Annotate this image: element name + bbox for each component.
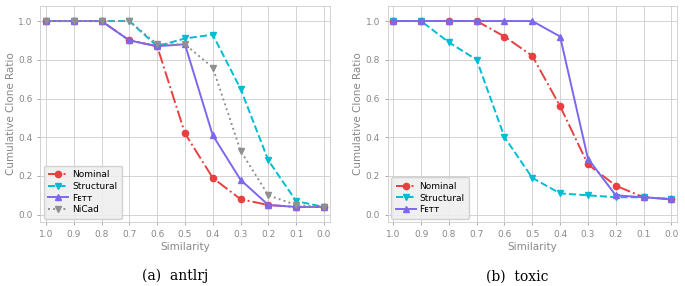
Legend: Nominal, Structural, Fᴇᴛᴛ, NiCad: Nominal, Structural, Fᴇᴛᴛ, NiCad (44, 166, 121, 219)
Structural (153, 45, 161, 48)
Nominal (445, 19, 453, 23)
Nominal (320, 205, 328, 209)
Y-axis label: Cumulative Clone Ratio: Cumulative Clone Ratio (5, 53, 16, 175)
NiCad (292, 203, 300, 207)
NiCad (264, 194, 273, 197)
Nominal (473, 19, 481, 23)
Line: Structural: Structural (42, 18, 327, 210)
Text: (a)  antlrj: (a) antlrj (142, 269, 208, 283)
Fᴇᴛᴛ (181, 43, 189, 46)
Fᴇᴛᴛ (389, 19, 397, 23)
Fᴇᴛᴛ (264, 203, 273, 207)
Line: NiCad: NiCad (42, 18, 327, 210)
Fᴇᴛᴛ (42, 19, 50, 23)
Fᴇᴛᴛ (417, 19, 425, 23)
Fᴇᴛᴛ (125, 39, 134, 42)
Legend: Nominal, Structural, Fᴇᴛᴛ: Nominal, Structural, Fᴇᴛᴛ (391, 177, 469, 219)
Fᴇᴛᴛ (292, 205, 300, 209)
Fᴇᴛᴛ (612, 194, 620, 197)
Nominal (97, 19, 105, 23)
Nominal (528, 54, 536, 57)
Fᴇᴛᴛ (445, 19, 453, 23)
Fᴇᴛᴛ (473, 19, 481, 23)
Fᴇᴛᴛ (153, 45, 161, 48)
Nominal (500, 35, 508, 38)
X-axis label: Similarity: Similarity (160, 242, 210, 252)
Structural (556, 192, 564, 195)
Structural (209, 33, 217, 36)
Structural (528, 176, 536, 180)
Line: Nominal: Nominal (42, 18, 327, 210)
Fᴇᴛᴛ (556, 35, 564, 38)
NiCad (125, 19, 134, 23)
Fᴇᴛᴛ (584, 157, 592, 160)
Nominal (42, 19, 50, 23)
Nominal (236, 197, 245, 201)
NiCad (236, 149, 245, 152)
NiCad (209, 66, 217, 69)
NiCad (70, 19, 78, 23)
Line: Structural: Structural (390, 18, 675, 202)
Structural (70, 19, 78, 23)
Nominal (639, 196, 647, 199)
NiCad (153, 43, 161, 46)
NiCad (320, 205, 328, 209)
NiCad (42, 19, 50, 23)
Structural (667, 197, 675, 201)
NiCad (97, 19, 105, 23)
Nominal (264, 203, 273, 207)
Nominal (389, 19, 397, 23)
Line: Fᴇᴛᴛ: Fᴇᴛᴛ (390, 18, 675, 202)
Structural (389, 19, 397, 23)
Structural (473, 58, 481, 61)
Nominal (292, 205, 300, 209)
Nominal (125, 39, 134, 42)
Structural (584, 194, 592, 197)
Structural (320, 205, 328, 209)
NiCad (181, 43, 189, 46)
Structural (97, 19, 105, 23)
Fᴇᴛᴛ (320, 205, 328, 209)
Structural (236, 87, 245, 91)
Nominal (612, 184, 620, 187)
Nominal (584, 163, 592, 166)
Fᴇᴛᴛ (528, 19, 536, 23)
Fᴇᴛᴛ (209, 134, 217, 137)
Y-axis label: Cumulative Clone Ratio: Cumulative Clone Ratio (353, 53, 363, 175)
Structural (264, 159, 273, 162)
Structural (500, 136, 508, 139)
Fᴇᴛᴛ (667, 197, 675, 201)
Structural (181, 37, 189, 40)
Text: (b)  toxic: (b) toxic (486, 269, 549, 283)
Structural (612, 196, 620, 199)
Nominal (556, 104, 564, 108)
Nominal (181, 132, 189, 135)
Fᴇᴛᴛ (236, 178, 245, 182)
Structural (42, 19, 50, 23)
Structural (639, 196, 647, 199)
X-axis label: Similarity: Similarity (508, 242, 557, 252)
Nominal (70, 19, 78, 23)
Line: Fᴇᴛᴛ: Fᴇᴛᴛ (42, 18, 327, 210)
Nominal (667, 197, 675, 201)
Line: Nominal: Nominal (390, 18, 675, 202)
Fᴇᴛᴛ (97, 19, 105, 23)
Structural (125, 19, 134, 23)
Nominal (417, 19, 425, 23)
Fᴇᴛᴛ (70, 19, 78, 23)
Nominal (209, 176, 217, 180)
Structural (292, 199, 300, 203)
Fᴇᴛᴛ (500, 19, 508, 23)
Fᴇᴛᴛ (639, 196, 647, 199)
Structural (445, 41, 453, 44)
Structural (417, 19, 425, 23)
Nominal (153, 45, 161, 48)
